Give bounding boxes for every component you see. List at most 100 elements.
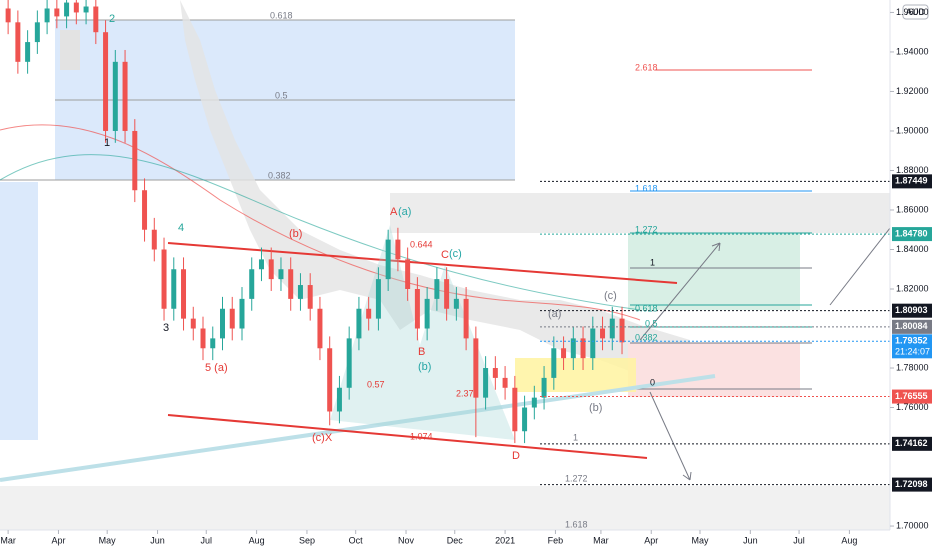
annotation: 4 (178, 222, 184, 234)
annotation: 1 (573, 432, 578, 442)
x-tick-label: Apr (51, 535, 65, 545)
y-tick-label: 1.78000 (896, 362, 929, 372)
x-tick-label: Jun (743, 535, 758, 545)
price-label: 1.72098 (895, 479, 928, 489)
candle-body (395, 239, 401, 260)
candle-body (171, 269, 177, 309)
currency-badge[interactable] (902, 4, 929, 20)
annotation: 0.57 (367, 379, 385, 389)
annotation: 1 (104, 137, 110, 149)
annotation: 0.5 (275, 90, 288, 100)
moving-average (0, 124, 641, 321)
x-tick-label: Mar (0, 535, 16, 545)
x-tick-label: Dec (447, 535, 464, 545)
annotation: (b) (418, 361, 431, 373)
y-tick-label: 1.88000 (896, 165, 929, 175)
candle-body (317, 308, 323, 349)
candle-body (502, 377, 508, 388)
annotation: 0.382 (635, 332, 658, 342)
annotation: (b) (589, 402, 602, 414)
candle-body (132, 130, 138, 191)
x-tick-label: 2021 (495, 535, 515, 545)
candle-body (44, 8, 50, 23)
price-label-box (892, 436, 932, 451)
harmonic-pattern (330, 225, 515, 440)
annotation: 0 (650, 377, 655, 387)
x-tick-label: Jul (793, 535, 805, 545)
annotation: 0.618 (635, 303, 658, 313)
price-label-box (892, 334, 932, 359)
candle-body (327, 348, 333, 412)
annotation: (b) (289, 228, 302, 240)
candle-body (181, 269, 187, 319)
candle-body (15, 22, 21, 62)
candle-body (122, 61, 128, 131)
countdown: 21:24:07 (895, 347, 930, 357)
price-label-box (892, 389, 932, 404)
price-label-box (892, 319, 932, 334)
price-label: 1.87449 (895, 176, 928, 186)
annotation: 5 (a) (205, 362, 228, 374)
candle-body (600, 328, 606, 339)
annotation: (c) (604, 290, 617, 302)
y-tick-label: 1.70000 (896, 520, 929, 530)
annotation: 1.272 (565, 473, 588, 483)
candle-body (297, 285, 303, 299)
arrow (649, 391, 692, 481)
annotation: 1.618 (635, 183, 658, 193)
candle-body (142, 190, 148, 230)
annotation: 2.618 (635, 62, 658, 72)
price-label: 1.80084 (895, 321, 928, 331)
candle-body (483, 368, 489, 398)
arrow (829, 227, 891, 306)
x-tick-label: Oct (349, 535, 364, 545)
trendline (0, 374, 716, 482)
candle-body (512, 387, 518, 432)
y-tick-label: 1.94000 (896, 46, 929, 56)
candle-body (83, 6, 89, 13)
x-tick-label: Aug (249, 535, 265, 545)
candle-body (249, 269, 255, 299)
moving-average (0, 154, 641, 311)
x-tick-label: Sep (299, 535, 315, 545)
x-tick-label: Jun (150, 535, 165, 545)
candle-body (366, 308, 372, 319)
candle-body (346, 338, 352, 388)
price-label: 1.76555 (895, 391, 928, 401)
x-tick-label: Aug (841, 535, 857, 545)
cloud (60, 30, 80, 70)
candle-body (239, 298, 245, 329)
candle-body (151, 229, 157, 250)
candle-body (434, 279, 440, 299)
x-tick-label: May (691, 535, 709, 545)
candle-body (570, 338, 576, 359)
candle-body (93, 6, 99, 33)
candle-body (541, 377, 547, 398)
candle-body (492, 368, 498, 378)
annotation: 1 (650, 257, 655, 267)
candle-body (522, 407, 528, 432)
drawings (0, 0, 891, 530)
candle-body (336, 387, 342, 412)
cloud (180, 0, 690, 375)
x-tick-label: Nov (398, 535, 415, 545)
y-tick-label: 1.96000 (896, 7, 929, 17)
candle-body (64, 2, 70, 17)
candle-body (220, 308, 225, 339)
annotation: 1.074 (410, 431, 433, 441)
candle-body (385, 239, 391, 280)
annotation: 3 (163, 322, 169, 334)
candle-body (609, 318, 615, 339)
price-label: 1.79352 (895, 336, 928, 346)
x-tick-label: Jul (201, 535, 213, 545)
annotation: D (512, 450, 520, 462)
candle-body (229, 308, 235, 329)
price-label-box (892, 174, 932, 189)
stop-zone (628, 343, 800, 397)
annotation: 2.37 (456, 388, 474, 398)
x-tick-label: May (99, 535, 117, 545)
y-tick-label: 1.76000 (896, 402, 929, 412)
annotation: 0.644 (410, 239, 433, 249)
candle-body (561, 348, 567, 359)
candle-body (258, 259, 264, 270)
